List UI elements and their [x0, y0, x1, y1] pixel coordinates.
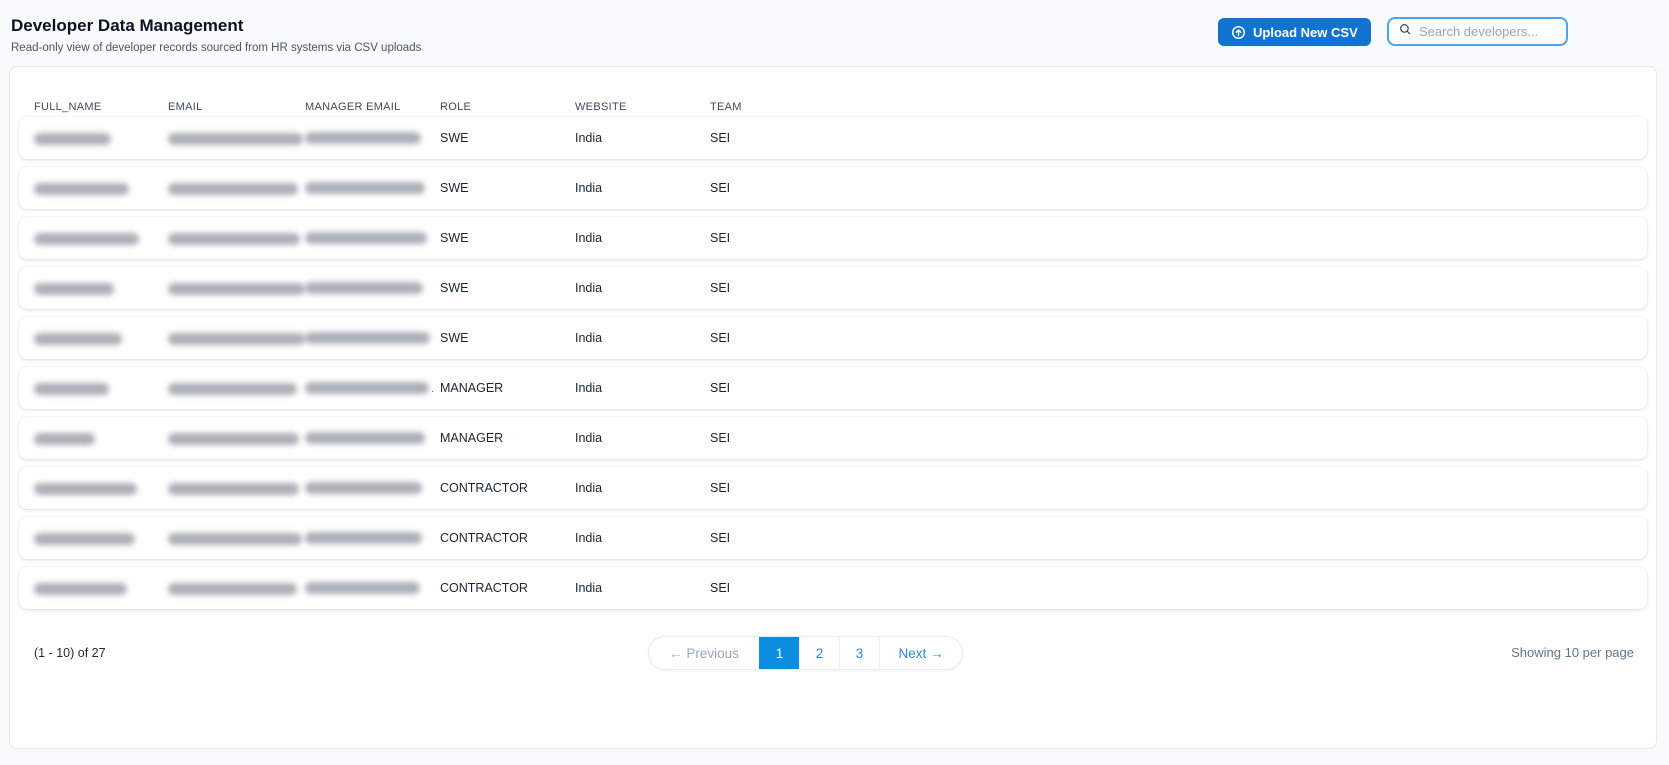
team-cell: SEI — [710, 431, 731, 445]
email-redacted — [168, 582, 297, 595]
email-redacted — [168, 332, 305, 345]
team-cell: SEI — [710, 381, 731, 395]
role-cell: CONTRACTOR — [440, 481, 528, 495]
search-input[interactable] — [1419, 24, 1557, 39]
manager-email-redacted — [305, 332, 430, 345]
role-cell: CONTRACTOR — [440, 581, 528, 595]
team-cell: SEI — [710, 581, 731, 595]
website-cell: India — [575, 331, 603, 345]
next-button[interactable]: Next → — [879, 637, 962, 669]
full-name-redacted — [34, 282, 114, 295]
team-cell: SEI — [710, 531, 731, 545]
table-row: SWE India SEI — [19, 217, 1647, 259]
website-cell: India — [575, 131, 603, 145]
manager-email-redacted — [305, 182, 425, 195]
full-name-redacted — [34, 132, 111, 145]
column-header-team: TEAM — [710, 101, 742, 113]
role-cell: CONTRACTOR — [440, 531, 528, 545]
team-cell: SEI — [710, 231, 731, 245]
email-redacted — [168, 282, 305, 295]
role-cell: SWE — [440, 331, 469, 345]
manager-email-suffix: . — [431, 381, 435, 396]
range-indicator: (1 - 10) of 27 — [34, 646, 106, 660]
table-row: CONTRACTOR India SEI — [19, 567, 1647, 609]
role-cell: SWE — [440, 181, 469, 195]
team-cell: SEI — [710, 481, 731, 495]
upload-arrow-up-circle-icon — [1231, 25, 1246, 40]
table-row: SWE India SEI — [19, 117, 1647, 159]
search-icon — [1398, 22, 1412, 41]
team-cell: SEI — [710, 131, 731, 145]
per-page-indicator: Showing 10 per page — [1511, 645, 1634, 660]
manager-email-redacted — [305, 582, 420, 595]
manager-email-redacted — [305, 432, 425, 445]
column-header-website: WEBSITE — [575, 101, 627, 113]
full-name-redacted — [34, 382, 109, 395]
email-redacted — [168, 532, 302, 545]
email-redacted — [168, 432, 299, 445]
website-cell: India — [575, 431, 603, 445]
page-button-2[interactable]: 2 — [799, 637, 839, 669]
full-name-redacted — [34, 582, 127, 595]
page-subtitle: Read-only view of developer records sour… — [11, 42, 422, 54]
manager-email-redacted — [305, 282, 423, 295]
full-name-redacted — [34, 232, 139, 245]
role-cell: MANAGER — [440, 431, 504, 445]
table-row: SWE India SEI — [19, 267, 1647, 309]
table-header-row: FULL_NAME EMAIL MANAGER EMAIL ROLE WEBSI… — [34, 101, 1632, 113]
column-header-role: ROLE — [440, 101, 472, 113]
website-cell: India — [575, 231, 603, 245]
page-button-3[interactable]: 3 — [839, 637, 879, 669]
previous-button[interactable]: ← Previous — [649, 637, 759, 669]
full-name-redacted — [34, 482, 137, 495]
page-button-1[interactable]: 1 — [759, 637, 799, 669]
table-row: CONTRACTOR India SEI — [19, 517, 1647, 559]
website-cell: India — [575, 481, 603, 495]
search-box[interactable] — [1387, 17, 1568, 46]
website-cell: India — [575, 181, 603, 195]
email-redacted — [168, 482, 299, 495]
full-name-redacted — [34, 332, 122, 345]
upload-csv-button[interactable]: Upload New CSV — [1218, 18, 1371, 46]
upload-button-label: Upload New CSV — [1253, 24, 1358, 40]
developer-table-card: FULL_NAME EMAIL MANAGER EMAIL ROLE WEBSI… — [9, 66, 1657, 749]
role-cell: MANAGER — [440, 381, 504, 395]
website-cell: India — [575, 381, 603, 395]
website-cell: India — [575, 281, 603, 295]
team-cell: SEI — [710, 331, 731, 345]
team-cell: SEI — [710, 181, 731, 195]
role-cell: SWE — [440, 231, 469, 245]
table-row: CONTRACTOR India SEI — [19, 467, 1647, 509]
column-header-full-name: FULL_NAME — [34, 101, 102, 113]
website-cell: India — [575, 531, 603, 545]
manager-email-redacted — [305, 232, 427, 245]
full-name-redacted — [34, 432, 95, 445]
full-name-redacted — [34, 532, 135, 545]
page-title: Developer Data Management — [11, 16, 244, 35]
column-header-email: EMAIL — [168, 101, 203, 113]
email-redacted — [168, 232, 300, 245]
table-row: SWE India SEI — [19, 167, 1647, 209]
role-cell: SWE — [440, 281, 469, 295]
column-header-manager-email: MANAGER EMAIL — [305, 101, 401, 113]
email-redacted — [168, 382, 297, 395]
team-cell: SEI — [710, 281, 731, 295]
table-body: SWE India SEI SWE India SEI SWE India SE… — [19, 117, 1647, 609]
table-row: . MANAGER India SEI — [19, 367, 1647, 409]
manager-email-redacted — [305, 132, 421, 145]
table-row: SWE India SEI — [19, 317, 1647, 359]
manager-email-redacted — [305, 482, 422, 495]
table-row: MANAGER India SEI — [19, 417, 1647, 459]
manager-email-redacted — [305, 532, 422, 545]
role-cell: SWE — [440, 131, 469, 145]
manager-email-redacted — [305, 382, 429, 395]
email-redacted — [168, 182, 298, 195]
full-name-redacted — [34, 182, 129, 195]
email-redacted — [168, 132, 303, 145]
website-cell: India — [575, 581, 603, 595]
